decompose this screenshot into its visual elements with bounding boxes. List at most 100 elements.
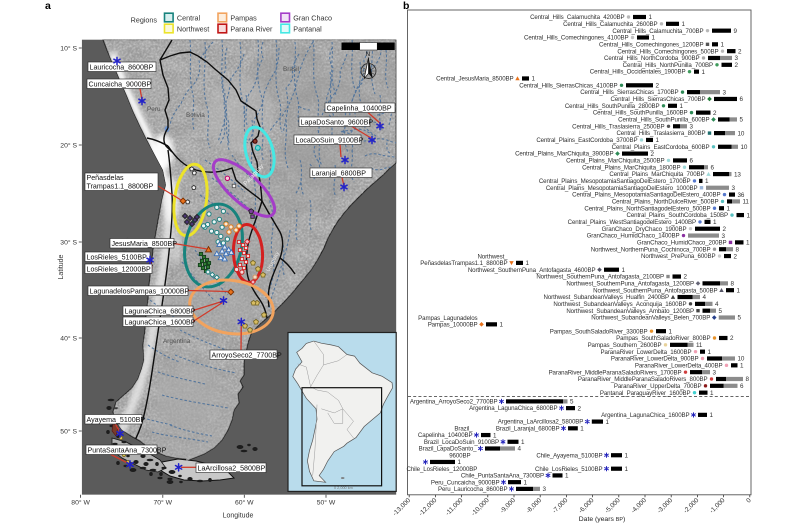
- svg-text:4: 4: [703, 294, 707, 301]
- svg-text:3: 3: [690, 123, 694, 130]
- svg-text:3: 3: [732, 185, 736, 192]
- svg-text:LocaDoSuin_9100BP: LocaDoSuin_9100BP: [296, 136, 364, 144]
- svg-text:LagunaChica_6800BP: LagunaChica_6800BP: [125, 307, 196, 315]
- svg-text:6: 6: [740, 383, 744, 390]
- svg-text:1: 1: [622, 267, 626, 274]
- svg-text:Peru: Peru: [147, 106, 161, 113]
- svg-text:0: 0: [745, 497, 753, 505]
- svg-text:LaArcillosa2_5800BP: LaArcillosa2_5800BP: [198, 464, 266, 472]
- svg-text:Central_Hills_Calamuchita_700B: Central_Hills_Calamuchita_700BP: [612, 28, 703, 35]
- svg-text:1: 1: [580, 426, 584, 433]
- svg-text:1: 1: [652, 35, 656, 42]
- svg-text:a: a: [45, 0, 51, 12]
- svg-text:1: 1: [669, 328, 673, 335]
- svg-text:Pampas_Southern_2600BP: Pampas_Southern_2600BP: [588, 342, 662, 349]
- svg-text:ParanaRiver_LowerDelta_1600BP: ParanaRiver_LowerDelta_1600BP: [601, 349, 692, 356]
- svg-text:Central: Central: [177, 14, 201, 23]
- svg-text:5: 5: [719, 308, 723, 315]
- svg-text:11: 11: [696, 342, 703, 349]
- svg-text:10: 10: [738, 130, 745, 137]
- svg-text:Northwest_SouthernPuna_Antofag: Northwest_SouthernPuna_Antofagasta_2100B…: [536, 274, 664, 281]
- svg-text:Central_Hills_NorthCordoba_900: Central_Hills_NorthCordoba_900BP: [604, 55, 699, 62]
- svg-text:1: 1: [713, 219, 717, 226]
- svg-text:Central_Plains_WestSantiagodel: Central_Plains_WestSantiagodelEstero_140…: [568, 219, 696, 226]
- svg-text:1: 1: [649, 14, 653, 21]
- svg-text:Chile_PuntaSantaAna_7300BP: Chile_PuntaSantaAna_7300BP: [461, 473, 544, 480]
- svg-text:ParanaRiver_LowerDelta_900BP: ParanaRiver_LowerDelta_900BP: [611, 356, 699, 363]
- svg-text:Central_Hills_Comechingones_12: Central_Hills_Comechingones_1200BP: [599, 41, 703, 48]
- svg-text:ParanaRiver_MiddleParanaSalado: ParanaRiver_MiddleParanaSaladoRivers_800…: [578, 376, 708, 383]
- svg-text:36: 36: [738, 192, 745, 199]
- svg-text:ArroyoSeco2_7700BP: ArroyoSeco2_7700BP: [212, 351, 282, 359]
- svg-text:Lauricocha_8600BP: Lauricocha_8600BP: [90, 63, 154, 71]
- svg-text:Central_Hills_SouthPunilla_280: Central_Hills_SouthPunilla_2800BP: [565, 103, 660, 110]
- svg-text:8: 8: [746, 376, 750, 383]
- svg-text:Peñasdelas: Peñasdelas: [87, 174, 125, 182]
- svg-text:b: b: [403, 0, 409, 12]
- svg-text:Central_Hills_Comechingones_50: Central_Hills_Comechingones_500BP: [617, 48, 718, 55]
- svg-text:Central_Plains_MarChiquita_700: Central_Plains_MarChiquita_700BP: [609, 171, 704, 178]
- svg-text:Brazil_: Brazil_: [454, 425, 473, 432]
- svg-text:1: 1: [727, 205, 731, 212]
- svg-text:LosRieles_5100BP: LosRieles_5100BP: [87, 253, 148, 261]
- svg-text:1: 1: [702, 69, 706, 76]
- svg-text:1: 1: [746, 240, 750, 247]
- svg-text:Regions: Regions: [131, 16, 158, 25]
- svg-text:6: 6: [690, 158, 694, 165]
- svg-text:3: 3: [543, 486, 547, 493]
- svg-text:Central_Plains_EastCordoba_370: Central_Plains_EastCordoba_3700BP: [536, 137, 637, 144]
- svg-text:4: 4: [518, 446, 522, 453]
- svg-text:GranChaco_HumidChaco_200BP: GranChaco_HumidChaco_200BP: [637, 239, 727, 246]
- svg-text:1: 1: [710, 412, 714, 419]
- svg-text:Central_Hills_SierrasChicas_41: Central_Hills_SierrasChicas_4100BP: [519, 82, 617, 89]
- svg-text:Capelinha_10400BP: Capelinha_10400BP: [418, 432, 473, 439]
- svg-text:50° S: 50° S: [60, 427, 77, 435]
- svg-text:Date (years BP): Date (years BP): [579, 516, 626, 523]
- svg-text:Pampas_SouthSaladoRiver_800BP: Pampas_SouthSaladoRiver_800BP: [616, 335, 710, 342]
- svg-text:3: 3: [735, 55, 739, 62]
- svg-text:1: 1: [747, 212, 751, 219]
- svg-text:1: 1: [710, 390, 714, 397]
- svg-text:1: 1: [680, 103, 684, 110]
- svg-text:2: 2: [730, 335, 734, 342]
- svg-text:2: 2: [738, 48, 742, 55]
- svg-text:Northwest_NorthernPuna_Cochino: Northwest_NorthernPuna_Cochinoca_700BP: [591, 246, 711, 253]
- svg-text:Chile_Ayayema_5100BP: Chile_Ayayema_5100BP: [536, 452, 602, 459]
- svg-text:1: 1: [708, 349, 712, 356]
- svg-text:JesusMaria_8500BP: JesusMaria_8500BP: [112, 240, 178, 248]
- svg-text:Central_Plains_MesopotamiaSant: Central_Plains_MesopotamiaSantiagoDelEst…: [539, 178, 691, 185]
- svg-text:ParanaRiver_MiddleParanaSalado: ParanaRiver_MiddleParanaSaladoRivers_170…: [549, 369, 682, 376]
- svg-text:ParanaRiver_LowerDelta_400BP: ParanaRiver_LowerDelta_400BP: [635, 362, 723, 369]
- svg-text:Cuncaicha_9000BP: Cuncaicha_9000BP: [89, 80, 152, 88]
- svg-text:5: 5: [738, 315, 742, 322]
- svg-text:Gran Chaco: Gran Chaco: [293, 14, 332, 23]
- svg-text:1: 1: [737, 287, 741, 294]
- svg-text:9600BP: 9600BP: [449, 452, 470, 459]
- svg-text:N: N: [366, 51, 370, 58]
- svg-text:40° S: 40° S: [60, 334, 77, 342]
- svg-text:Central_Plains_MesopotamiaSant: Central_Plains_MesopotamiaSantiagoDelEst…: [546, 185, 698, 192]
- svg-text:Parana River: Parana River: [230, 25, 273, 34]
- svg-text:13: 13: [734, 171, 741, 178]
- svg-text:1: 1: [526, 260, 530, 267]
- svg-text:Northwest_SubandeanValleys_Aco: Northwest_SubandeanValleys_Aconquija_160…: [553, 301, 686, 308]
- svg-text:Central_Hills_Occidentales_190: Central_Hills_Occidentales_1900BP: [590, 69, 686, 76]
- svg-text:Pampas_Lagunadelos: Pampas_Lagunadelos: [418, 315, 477, 322]
- svg-text:10° S: 10° S: [60, 44, 77, 52]
- svg-text:LagunaChica_1600BP: LagunaChica_1600BP: [125, 318, 196, 326]
- svg-text:Central_Hills_Calamuchita_4200: Central_Hills_Calamuchita_4200BP: [530, 14, 624, 21]
- svg-text:Ayayema_5100BP: Ayayema_5100BP: [87, 416, 146, 424]
- svg-text:1: 1: [721, 42, 725, 49]
- svg-text:1: 1: [705, 178, 709, 185]
- svg-text:5: 5: [740, 117, 744, 124]
- svg-text:Central_Hills_Calamuchita_2600: Central_Hills_Calamuchita_2600BP: [563, 21, 657, 28]
- svg-text:Pampas_SouthSaladoRiver_3300BP: Pampas_SouthSaladoRiver_3300BP: [550, 328, 648, 335]
- svg-text:Central_Hills_Traslasierra_250: Central_Hills_Traslasierra_2500BP: [572, 123, 664, 130]
- svg-text:1: 1: [532, 76, 536, 83]
- svg-text:2: 2: [734, 253, 738, 260]
- svg-text:30° S: 30° S: [60, 238, 77, 246]
- svg-text:Northwest_SubandeanValleys_Hua: Northwest_SubandeanValleys_Hualfin_2400B…: [543, 294, 669, 301]
- svg-text:1: 1: [682, 21, 686, 28]
- svg-text:1: 1: [565, 473, 569, 480]
- svg-text:GranChaco_HumidChaco_1400BP: GranChaco_HumidChaco_1400BP: [587, 233, 680, 240]
